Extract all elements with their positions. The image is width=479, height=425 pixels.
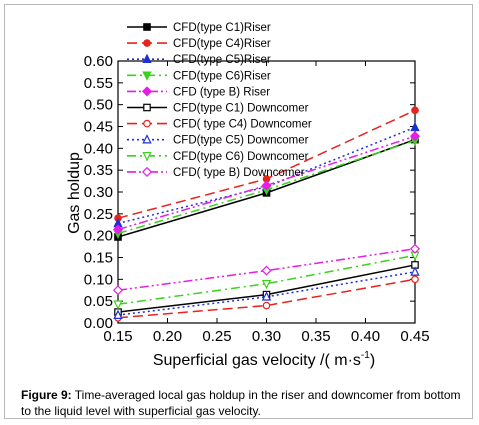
legend-entry: CFD(type C4)Riser xyxy=(127,38,271,50)
series-line xyxy=(117,271,416,316)
legend-marker xyxy=(141,166,153,177)
legend-entry: CFD( type B) Downcomer xyxy=(127,166,305,179)
data-point xyxy=(261,265,272,276)
series-9 xyxy=(113,251,420,310)
y-tick-label: 0.05 xyxy=(84,293,113,310)
series-8 xyxy=(113,266,420,319)
y-tick-label: 0.20 xyxy=(84,228,113,245)
legend-label: CFD(type C5)Riser xyxy=(173,54,271,66)
x-tick-label: 0.20 xyxy=(153,328,182,345)
legend-entry: CFD (type B) Riser xyxy=(127,86,270,98)
y-tick-label: 0.50 xyxy=(84,97,113,114)
data-point xyxy=(409,243,421,254)
x-tick-label: 0.15 xyxy=(103,328,132,345)
x-axis-label-main: Superficial gas velocity /( m·s xyxy=(153,352,361,369)
data-point xyxy=(113,309,123,319)
series-line xyxy=(117,126,416,225)
y-tick-label: 0.10 xyxy=(84,271,113,288)
y-tick-label: 0.45 xyxy=(84,119,113,136)
figure-frame: 0.00 0.05 0.10 0.15 0.20 0.25 0.30 0.35 0.40 0.45… xyxy=(4,4,473,419)
data-point xyxy=(113,300,123,310)
series-layer xyxy=(112,106,421,322)
y-axis-label: Gas holdup xyxy=(66,152,83,234)
x-tick-label: 0.25 xyxy=(202,328,231,345)
legend-entry: CFD(type C6)Riser xyxy=(127,70,271,82)
legend-label: CFD(type C6)Riser xyxy=(173,70,271,82)
data-point xyxy=(112,285,124,296)
data-point xyxy=(411,275,419,284)
y-tick-label: 0.30 xyxy=(84,184,113,201)
series-line xyxy=(117,254,416,305)
x-axis-label-end: ) xyxy=(370,352,375,369)
x-tick-label: 0.45 xyxy=(400,328,429,345)
data-point xyxy=(112,224,124,235)
legend-marker xyxy=(142,71,152,81)
x-axis-label-sup: -1 xyxy=(361,350,370,361)
data-point xyxy=(410,266,420,276)
legend-label: CFD (type B) Riser xyxy=(173,86,270,98)
legend-label: CFD( type B) Downcomer xyxy=(173,167,305,179)
data-point xyxy=(410,121,420,132)
legend-entry: CFD(type C6) Downcomer xyxy=(127,151,309,163)
caption-label: Figure 9: xyxy=(21,388,72,402)
legend-marker xyxy=(142,53,152,64)
legend-label: CFD(type C4)Riser xyxy=(173,38,271,50)
legend-label: CFD( type C4) Downcomer xyxy=(173,119,312,131)
data-point xyxy=(262,301,271,310)
y-tick-label: 0.55 xyxy=(84,75,113,92)
x-tick-label: 0.30 xyxy=(252,328,281,345)
y-tick-label: 0.40 xyxy=(84,140,113,157)
y-tick-label: 0.60 xyxy=(84,53,113,70)
data-point xyxy=(411,106,419,115)
legend-marker xyxy=(143,39,151,47)
series-10 xyxy=(112,243,421,296)
series-5 xyxy=(112,131,421,235)
legend-marker xyxy=(142,134,152,144)
data-point xyxy=(261,180,272,191)
legend-entry: CFD(type C5)Riser xyxy=(127,53,271,66)
legend: CFD(type C1)Riser CFD(type C4)Riser CFD(ty… xyxy=(127,22,312,179)
legend-label: CFD(type C1)Riser xyxy=(173,22,271,34)
chart: 0.00 0.05 0.10 0.15 0.20 0.25 0.30 0.35 0.40 0.45… xyxy=(66,22,430,369)
caption-text: Time-averaged local gas holdup in the ri… xyxy=(21,388,461,418)
legend-entry: CFD( type C4) Downcomer xyxy=(127,119,312,131)
legend-label: CFD(type C5) Downcomer xyxy=(173,135,309,147)
series-line xyxy=(117,278,416,319)
y-tick-label: 0.25 xyxy=(84,206,113,223)
data-point xyxy=(409,131,421,142)
x-tick-label: 0.40 xyxy=(351,328,380,345)
legend-entry: CFD(type C1) Downcomer xyxy=(127,103,309,115)
legend-entry: CFD(type C5) Downcomer xyxy=(127,134,309,147)
legend-label: CFD(type C6) Downcomer xyxy=(173,151,309,163)
data-point xyxy=(261,291,272,301)
y-tick-label: 0.15 xyxy=(84,250,113,267)
data-point xyxy=(261,279,272,290)
legend-marker xyxy=(143,103,151,112)
legend-label: CFD(type C1) Downcomer xyxy=(173,103,309,115)
legend-entry: CFD(type C1)Riser xyxy=(127,22,271,34)
legend-marker xyxy=(143,119,151,128)
y-tick-label: 0.35 xyxy=(84,162,113,179)
legend-marker xyxy=(142,152,152,162)
legend-marker xyxy=(141,86,153,97)
figure-caption: Figure 9: Time-averaged local gas holdup… xyxy=(21,387,471,419)
x-tick-label: 0.35 xyxy=(301,328,330,345)
y-tick-label: 0.00 xyxy=(84,315,113,332)
axes: 0.00 0.05 0.10 0.15 0.20 0.25 0.30 0.35 0.40 0.45… xyxy=(84,53,430,345)
x-axis-label: Superficial gas velocity /( m·s-1) xyxy=(153,350,375,369)
legend-marker xyxy=(143,23,151,31)
